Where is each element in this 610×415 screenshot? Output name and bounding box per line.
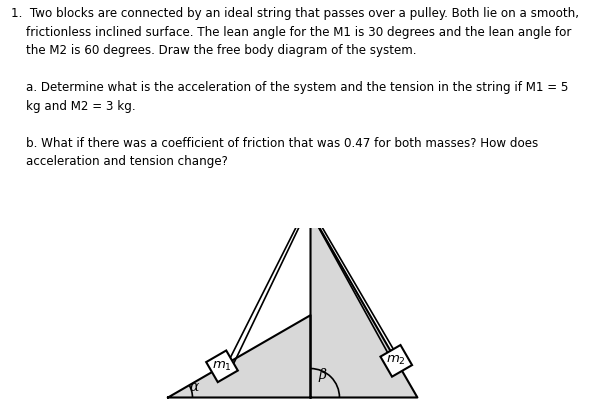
Polygon shape	[206, 351, 238, 382]
Polygon shape	[168, 315, 310, 398]
Text: $m_2$: $m_2$	[386, 354, 406, 367]
Polygon shape	[381, 345, 412, 377]
Text: 1.  Two blocks are connected by an ideal string that passes over a pulley. Both : 1. Two blocks are connected by an ideal …	[11, 7, 579, 168]
Text: β: β	[318, 368, 326, 382]
Polygon shape	[310, 212, 417, 398]
Text: α: α	[189, 380, 199, 394]
Text: $m_1$: $m_1$	[212, 360, 232, 373]
